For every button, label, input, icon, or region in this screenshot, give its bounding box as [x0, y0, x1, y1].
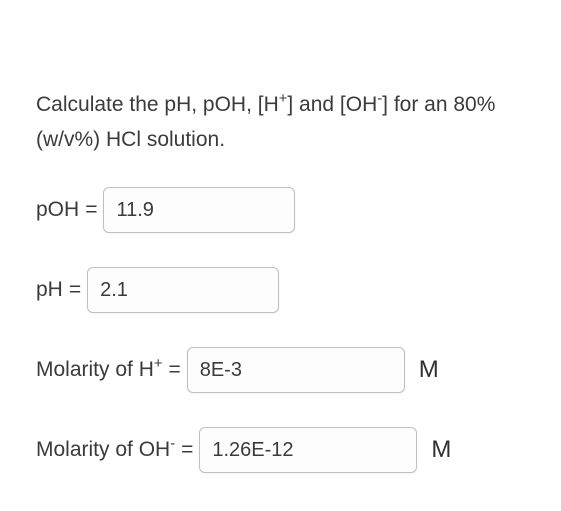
input-ph[interactable]: 2.1 [87, 267, 279, 313]
equals-sign: = [79, 198, 103, 222]
equals-sign: = [175, 438, 199, 462]
label-ph: pH [36, 278, 63, 302]
row-poh: pOH = 11.9 [36, 187, 525, 233]
label-poh: pOH [36, 198, 79, 222]
row-ohminus: Molarity of OH- = 1.26E-12 M [36, 427, 525, 473]
input-ohminus[interactable]: 1.26E-12 [199, 427, 417, 473]
question-container: Calculate the pH, pOH, [H+] and [OH-] fo… [0, 0, 561, 509]
input-hplus[interactable]: 8E-3 [187, 347, 405, 393]
label-ohminus: Molarity of OH- [36, 438, 175, 462]
prompt-line-2: (w/v%) HCl solution. [36, 128, 225, 151]
row-ph: pH = 2.1 [36, 267, 525, 313]
unit-ohminus: M [431, 436, 451, 464]
unit-hplus: M [419, 356, 439, 384]
input-poh[interactable]: 11.9 [103, 187, 295, 233]
label-hplus: Molarity of H+ [36, 358, 162, 382]
prompt-line-1: Calculate the pH, pOH, [H+] and [OH-] fo… [36, 93, 495, 116]
row-hplus: Molarity of H+ = 8E-3 M [36, 347, 525, 393]
question-prompt: Calculate the pH, pOH, [H+] and [OH-] fo… [36, 88, 525, 157]
equals-sign: = [162, 358, 186, 382]
equals-sign: = [63, 278, 87, 302]
